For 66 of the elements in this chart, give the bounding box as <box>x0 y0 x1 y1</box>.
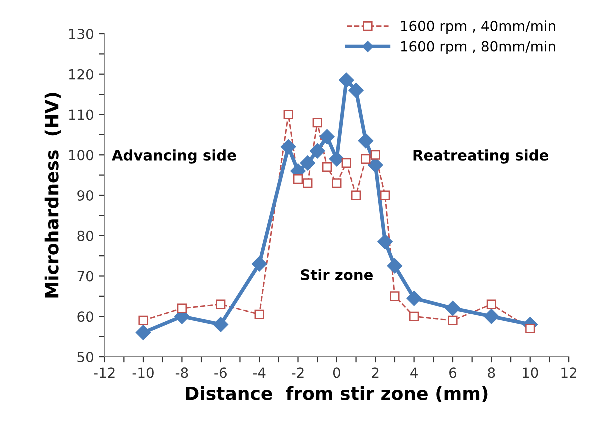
y-tick-label: 120 <box>69 69 94 80</box>
x-tick-label: 0 <box>333 368 340 378</box>
point <box>368 158 384 173</box>
y-axis-title: Microhardness (HV) <box>44 93 61 298</box>
y-tick-label: 80 <box>78 230 94 242</box>
y-tick-label: 100 <box>69 150 94 161</box>
legend-label: 1600 rpm , 80mm/min <box>401 41 556 54</box>
x-tick-label: -6 <box>214 368 227 378</box>
point <box>293 174 304 184</box>
point <box>216 300 226 310</box>
point <box>342 158 352 168</box>
y-tick-label: 110 <box>69 110 94 120</box>
point <box>526 324 536 334</box>
point <box>322 162 332 172</box>
point <box>378 234 393 250</box>
point <box>136 325 152 340</box>
y-tick-label: 60 <box>78 312 94 322</box>
x-axis-title: Distance from stir zone (mm) <box>186 386 488 403</box>
point <box>312 118 322 128</box>
x-tick-label: -4 <box>253 368 266 378</box>
point <box>138 316 148 326</box>
x-tick-label: 12 <box>562 368 576 378</box>
x-tick-label: -8 <box>176 368 188 378</box>
point <box>361 154 371 164</box>
x-tick-label: -12 <box>94 368 115 378</box>
point <box>406 290 422 306</box>
annotation: Advancing side <box>112 150 236 164</box>
x-tick-label: 10 <box>523 368 538 378</box>
point <box>329 152 345 167</box>
point <box>387 258 403 274</box>
point <box>254 310 264 320</box>
legend-label: 1600 rpm , 40mm/min <box>401 20 556 34</box>
point <box>339 72 354 88</box>
point <box>448 316 458 326</box>
point <box>320 129 335 145</box>
point <box>380 190 390 200</box>
point <box>390 292 400 302</box>
point <box>348 82 364 98</box>
x-tick-label: 8 <box>488 368 496 378</box>
y-tick-label: 70 <box>78 271 94 282</box>
point <box>303 178 313 188</box>
point <box>358 133 374 149</box>
point <box>486 300 496 310</box>
x-tick-label: 6 <box>450 368 457 378</box>
point <box>351 190 362 200</box>
annotation: Stir zone <box>301 269 373 280</box>
point <box>410 312 420 322</box>
x-tick-label: 4 <box>410 368 418 378</box>
point <box>445 300 461 316</box>
point <box>484 309 500 324</box>
point <box>370 150 380 160</box>
point <box>281 139 296 155</box>
point <box>284 110 294 120</box>
y-tick-label: 50 <box>78 352 94 362</box>
point <box>177 304 187 314</box>
y-tick-label: 130 <box>69 28 94 40</box>
point <box>300 156 316 171</box>
y-tick-label: 90 <box>78 190 94 201</box>
point <box>252 256 268 272</box>
point <box>310 144 326 159</box>
point <box>213 317 228 332</box>
x-tick-label: -10 <box>132 368 154 378</box>
x-tick-label: -2 <box>292 368 304 378</box>
point <box>332 178 342 188</box>
annotation: Reatreating side <box>414 150 549 164</box>
x-tick-label: 2 <box>372 368 379 378</box>
